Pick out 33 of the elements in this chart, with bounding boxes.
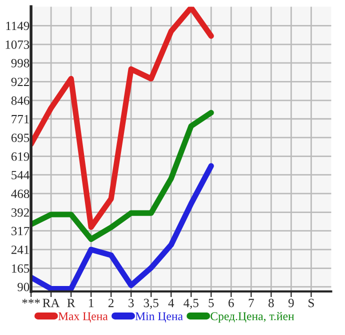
x-tick-label: 5 <box>208 298 214 308</box>
x-tick-label: 3 <box>128 298 134 308</box>
x-tick-label: 8 <box>268 298 274 308</box>
y-tick-label: 846 <box>11 96 30 105</box>
x-tick-label: S <box>308 298 314 308</box>
y-tick-label: 695 <box>11 134 30 142</box>
x-tick-label: 3,5 <box>144 298 158 309</box>
y-tick-label: 922 <box>11 78 29 86</box>
x-tick-label: RA <box>42 298 60 308</box>
y-tick-label: 90 <box>18 282 30 292</box>
y-tick-label: 544 <box>12 170 30 180</box>
y-tick-label: 165 <box>12 264 30 273</box>
y-tick-label: 771 <box>12 114 29 124</box>
x-tick-label: 1 <box>89 298 94 308</box>
legend-label: Min Цена <box>135 312 183 323</box>
x-tick-label: 9 <box>288 298 294 308</box>
y-tick-label: 468 <box>11 190 30 198</box>
y-tick-label: 241 <box>11 246 29 254</box>
legend-label: Сред.Цена, т.йен <box>210 312 294 323</box>
y-tick-label: 1073 <box>6 40 30 49</box>
legend-label: Max Цена <box>58 312 108 323</box>
y-tick-label: 1149 <box>6 22 30 30</box>
x-tick-label: 4,5 <box>184 298 198 309</box>
x-tick-label: R <box>67 298 76 308</box>
y-tick-label: 998 <box>11 58 30 68</box>
x-tick-label: 7 <box>248 298 254 308</box>
x-tick-label: *** <box>22 298 40 304</box>
x-tick-label: 4 <box>168 298 174 308</box>
y-tick-label: 392 <box>12 208 29 217</box>
x-tick-label: 2 <box>108 298 114 308</box>
y-tick-label: 317 <box>12 226 30 236</box>
y-tick-label: 619 <box>11 152 30 161</box>
x-tick-label: 6 <box>228 298 234 308</box>
